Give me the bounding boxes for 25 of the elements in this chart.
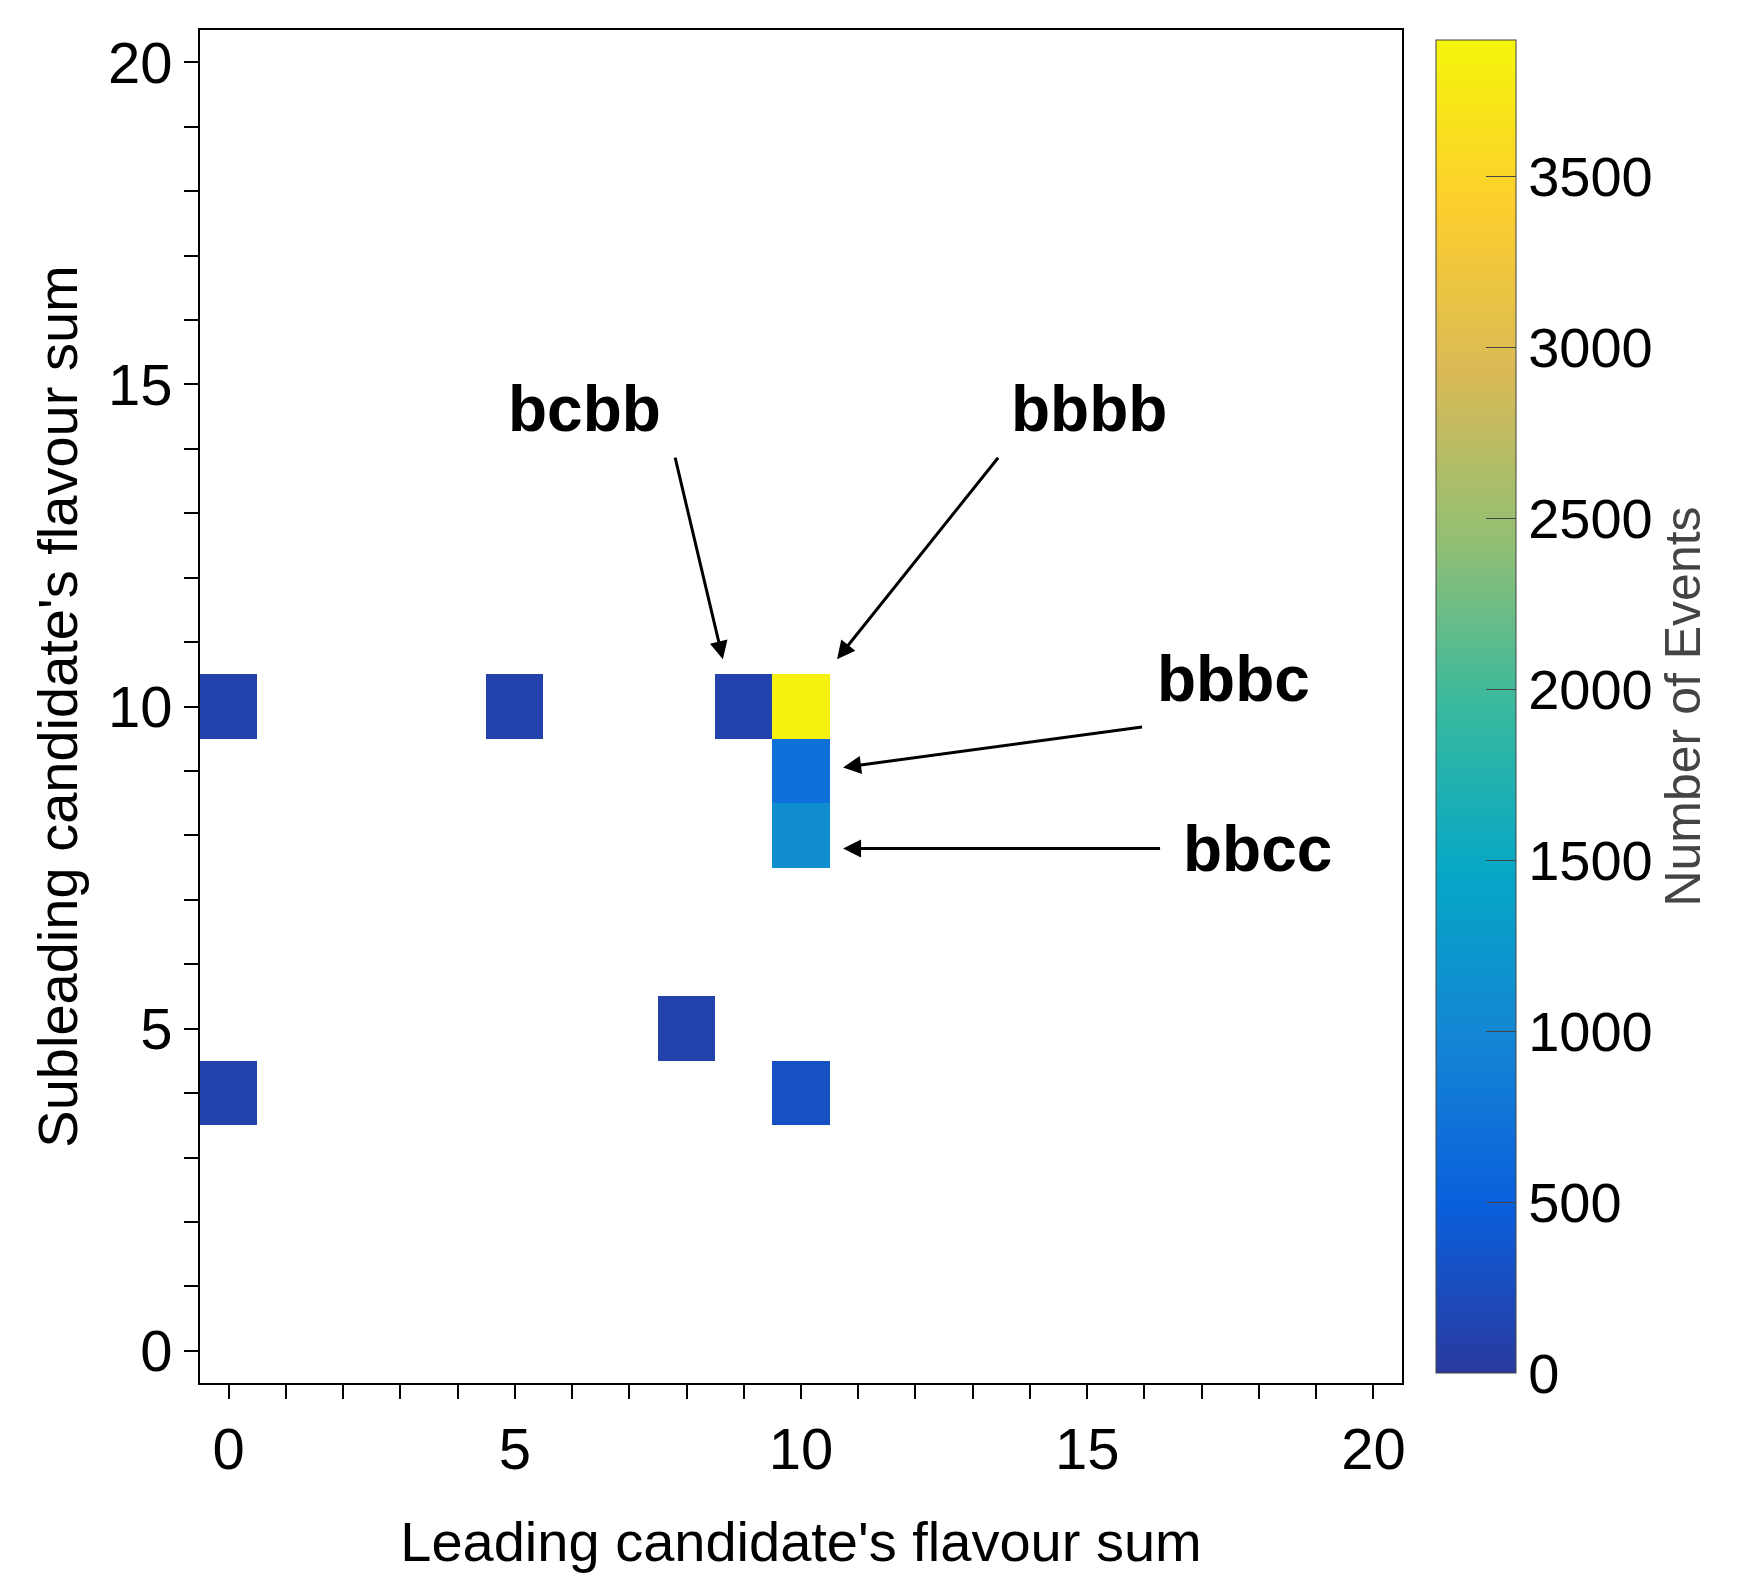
color-bar-label: 1500	[1528, 828, 1653, 892]
color-bar-label: 2500	[1528, 487, 1653, 551]
color-bar-label: 3000	[1528, 316, 1653, 380]
color-bar-label: 3500	[1528, 145, 1653, 209]
color-bar-label: 2000	[1528, 658, 1653, 722]
x-tick-label: 5	[498, 1415, 531, 1481]
color-bar-label: 0	[1528, 1341, 1560, 1405]
x-tick-label: 10	[768, 1415, 834, 1481]
y-tick-label: 15	[107, 351, 173, 417]
color-bar-title: Number of Events	[1654, 506, 1711, 907]
x-axis-title: Leading candidate's flavour sum	[400, 1510, 1202, 1573]
color-bar-label: 1000	[1528, 999, 1653, 1063]
annotation: bbbb	[1011, 373, 1168, 445]
color-bar-label: 500	[1528, 1170, 1622, 1234]
x-tick-label: 0	[212, 1415, 245, 1481]
y-tick-label: 0	[140, 1318, 173, 1384]
annotation: bcbb	[508, 373, 661, 445]
x-tick-label: 15	[1054, 1415, 1120, 1481]
annotation: bbcc	[1183, 813, 1333, 885]
y-tick-label: 10	[107, 673, 173, 739]
y-axis-title: Subleading candidate's flavour sum	[26, 265, 89, 1148]
y-tick-label: 20	[107, 29, 173, 95]
annotation: bbbc	[1157, 643, 1310, 715]
y-tick-label: 5	[140, 995, 173, 1061]
x-tick-label: 20	[1341, 1415, 1406, 1481]
